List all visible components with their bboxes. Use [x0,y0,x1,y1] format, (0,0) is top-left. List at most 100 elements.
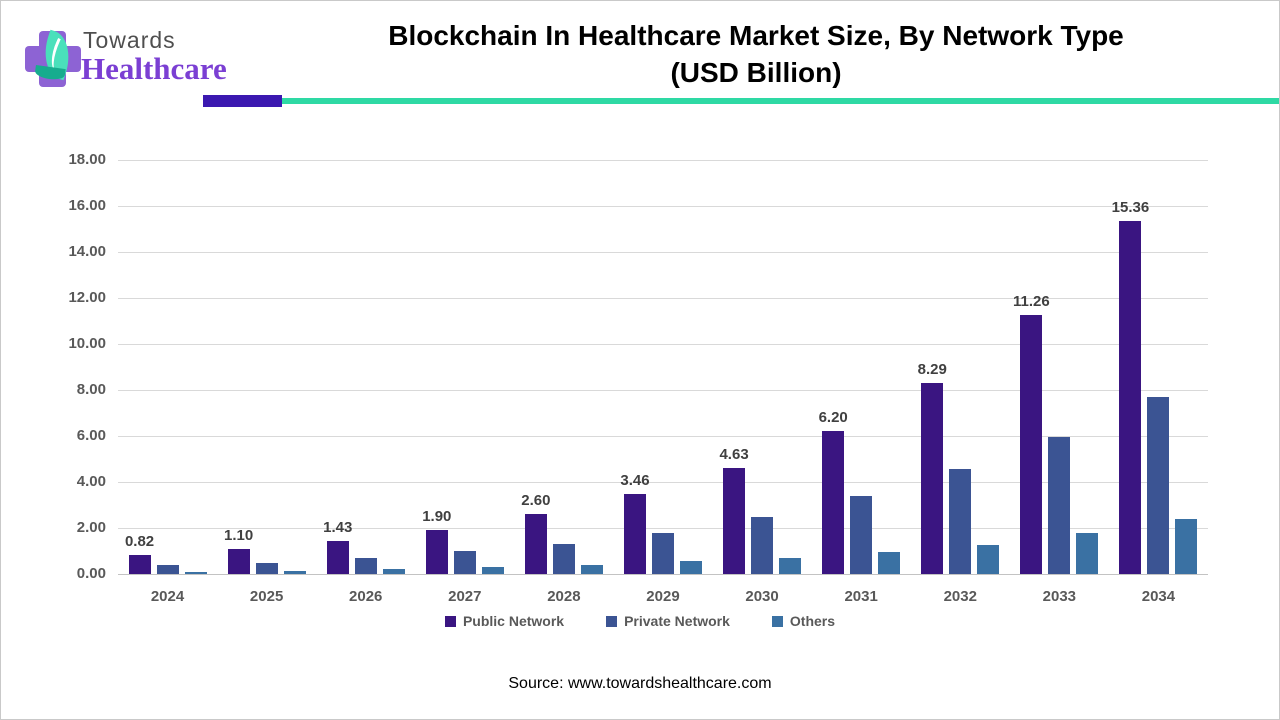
bar-private-network-2028 [552,544,575,574]
y-axis-tick-2.00: 2.00 [76,519,106,536]
bar-others-2027 [481,567,504,574]
bar-private-network-2024 [156,564,179,574]
gridline-y-8.00 [118,390,1208,391]
bar-group-2027: 1.90 2027 [415,160,514,605]
towards-healthcare-logo: Towards Healthcare [13,23,273,93]
bar-public-network-2027 [425,530,448,574]
x-axis-tick-2026: 2026 [349,588,383,605]
y-axis-tick-18.00: 18.00 [68,151,106,168]
bar-others-2034 [1175,518,1198,574]
value-label-2027: 1.90 [422,508,452,526]
bar-public-network-2031 [822,431,845,574]
value-label-2025: 1.10 [224,526,254,544]
bar-group-2034: 15.36 2034 [1109,160,1208,605]
bar-others-2028 [580,564,603,574]
y-axis-tick-14.00: 14.00 [68,243,106,260]
x-axis-tick-2032: 2032 [943,588,977,605]
gridline-y-12.00 [118,298,1208,299]
legend-swatch-public-network [444,615,456,627]
bar-private-network-2032 [949,469,972,574]
chart-title-line1: Blockchain In Healthcare Market Size, By… [388,20,1124,51]
chart-title-line2: (USD Billion) [670,57,842,88]
chart-title: Blockchain In Healthcare Market Size, By… [291,17,1221,91]
y-axis-tick-4.00: 4.00 [76,473,106,490]
x-axis-tick-2029: 2029 [646,588,680,605]
bar-public-network-2025 [227,548,250,574]
value-label-2032: 8.29 [917,361,947,379]
value-label-2030: 4.63 [719,445,749,463]
chart-legend: Public Network Private Network Others [1,613,1279,629]
y-axis-tick-8.00: 8.00 [76,381,106,398]
x-axis-tick-2027: 2027 [448,588,482,605]
bar-group-2030: 4.63 2030 [713,160,812,605]
legend-label-private-network: Private Network [624,613,730,629]
legend-item-public-network: Public Network [444,613,565,629]
x-axis-tick-2025: 2025 [249,588,284,605]
gridline-y-14.00 [118,252,1208,253]
source-attribution: Source: www.towardshealthcare.com [508,675,772,692]
value-label-2034: 15.36 [1111,198,1150,216]
value-label-2029: 3.46 [620,472,650,490]
logo-text-healthcare: Healthcare [81,51,227,86]
value-label-2031: 6.20 [818,409,848,427]
bar-others-2030 [779,557,802,574]
bar-private-network-2033 [1048,437,1071,574]
bar-private-network-2027 [453,551,476,574]
y-axis-tick-16.00: 16.00 [68,197,106,214]
bar-others-2032 [977,545,1000,574]
bar-public-network-2029 [623,494,646,574]
bar-group-2028: 2.60 2028 [514,160,613,605]
bar-public-network-2034 [1119,220,1142,574]
legend-label-public-network: Public Network [462,613,565,629]
bar-public-network-2030 [723,467,746,574]
bar-group-2026: 1.43 2026 [316,160,415,605]
bar-private-network-2030 [751,516,774,574]
bar-group-2029: 3.46 2029 [613,160,712,605]
gridline-y-0.00 [118,574,1208,575]
gridline-y-10.00 [118,344,1208,345]
gridline-y-18.00 [118,160,1208,161]
legend-label-others: Others [789,613,836,629]
bar-private-network-2031 [850,495,873,574]
header-divider-purple [203,95,282,107]
bar-private-network-2025 [255,562,278,574]
value-label-2028: 2.60 [521,492,551,510]
bar-chart-plot-area: 18.00 16.00 14.00 12.00 10.00 8.00 6.00 4.00 2.0… [68,151,1208,605]
gridline-y-4.00 [118,482,1208,483]
x-axis-tick-2033: 2033 [1042,588,1077,605]
bar-others-2026 [382,569,405,574]
bar-group-2032: 8.29 2032 [911,160,1010,605]
x-axis-tick-2034: 2034 [1141,588,1176,605]
value-label-2033: 11.26 [1013,293,1050,311]
bar-group-2024: 0.82 2024 [118,160,217,605]
gridline-y-6.00 [118,436,1208,437]
bar-others-2033 [1076,532,1099,574]
gridline-y-16.00 [118,206,1208,207]
gridline-y-2.00 [118,528,1208,529]
legend-item-others: Others [771,613,836,629]
value-label-2026: 1.43 [323,519,353,537]
legend-swatch-private-network [606,615,618,627]
bar-others-2025 [283,570,306,574]
logo-text-towards: Towards [83,27,176,53]
bar-private-network-2026 [354,557,377,574]
x-axis-tick-2030: 2030 [745,588,779,605]
y-axis-tick-10.00: 10.00 [68,335,106,352]
bar-others-2031 [878,552,901,574]
bar-private-network-2034 [1147,396,1170,574]
bar-public-network-2033 [1020,315,1043,574]
bar-others-2024 [184,571,207,574]
bar-group-2033: 11.26 2033 [1010,160,1109,605]
bar-others-2029 [679,561,702,574]
bar-group-2031: 6.20 2031 [812,160,911,605]
y-axis-tick-12.00: 12.00 [68,289,106,306]
x-axis-tick-2024: 2024 [150,588,185,605]
value-label-2024: 0.82 [124,533,155,551]
bar-public-network-2026 [326,541,349,574]
bar-public-network-2032 [921,383,944,574]
header-divider-teal [282,98,1279,104]
bar-private-network-2029 [651,532,674,574]
y-axis-tick-0.00: 0.00 [76,565,106,582]
legend-item-private-network: Private Network [606,613,730,629]
